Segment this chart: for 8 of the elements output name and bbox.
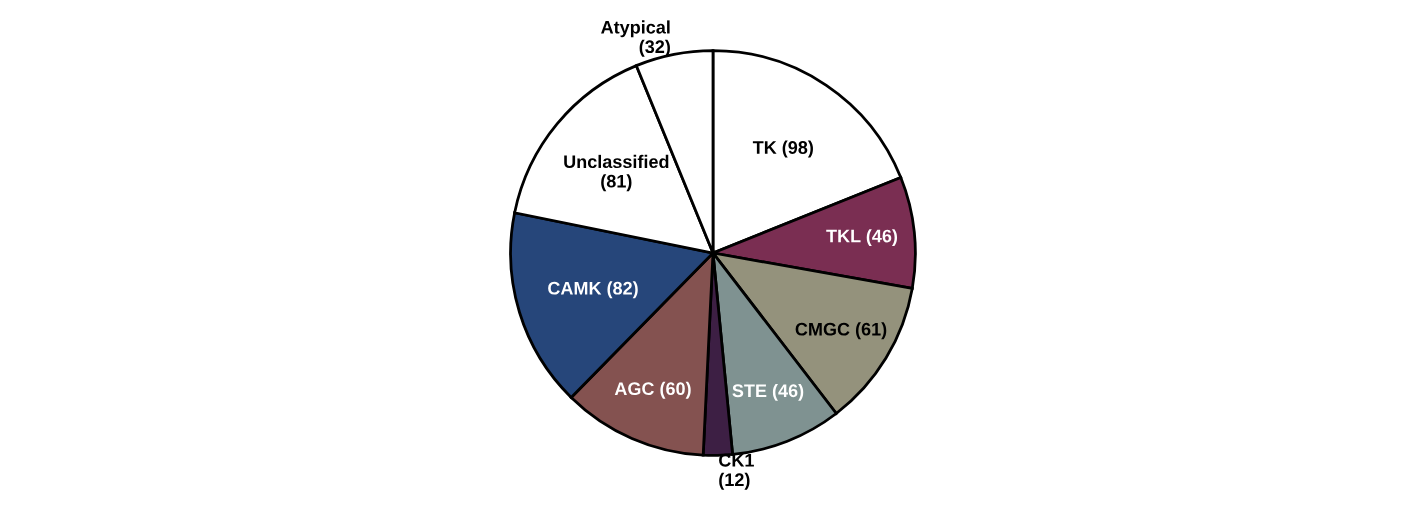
slice-label: TK (98)	[752, 140, 813, 158]
slice-label: CMGC (61)	[795, 322, 887, 340]
slice-label: STE (46)	[732, 383, 804, 401]
slice-label: Atypical (32)	[601, 20, 670, 57]
slice-label: TKL (46)	[826, 229, 898, 246]
slice-label: Unclassified (81)	[564, 154, 669, 192]
slice-label: CAMK (82)	[548, 281, 638, 299]
slice-label: AGC (60)	[614, 381, 691, 399]
